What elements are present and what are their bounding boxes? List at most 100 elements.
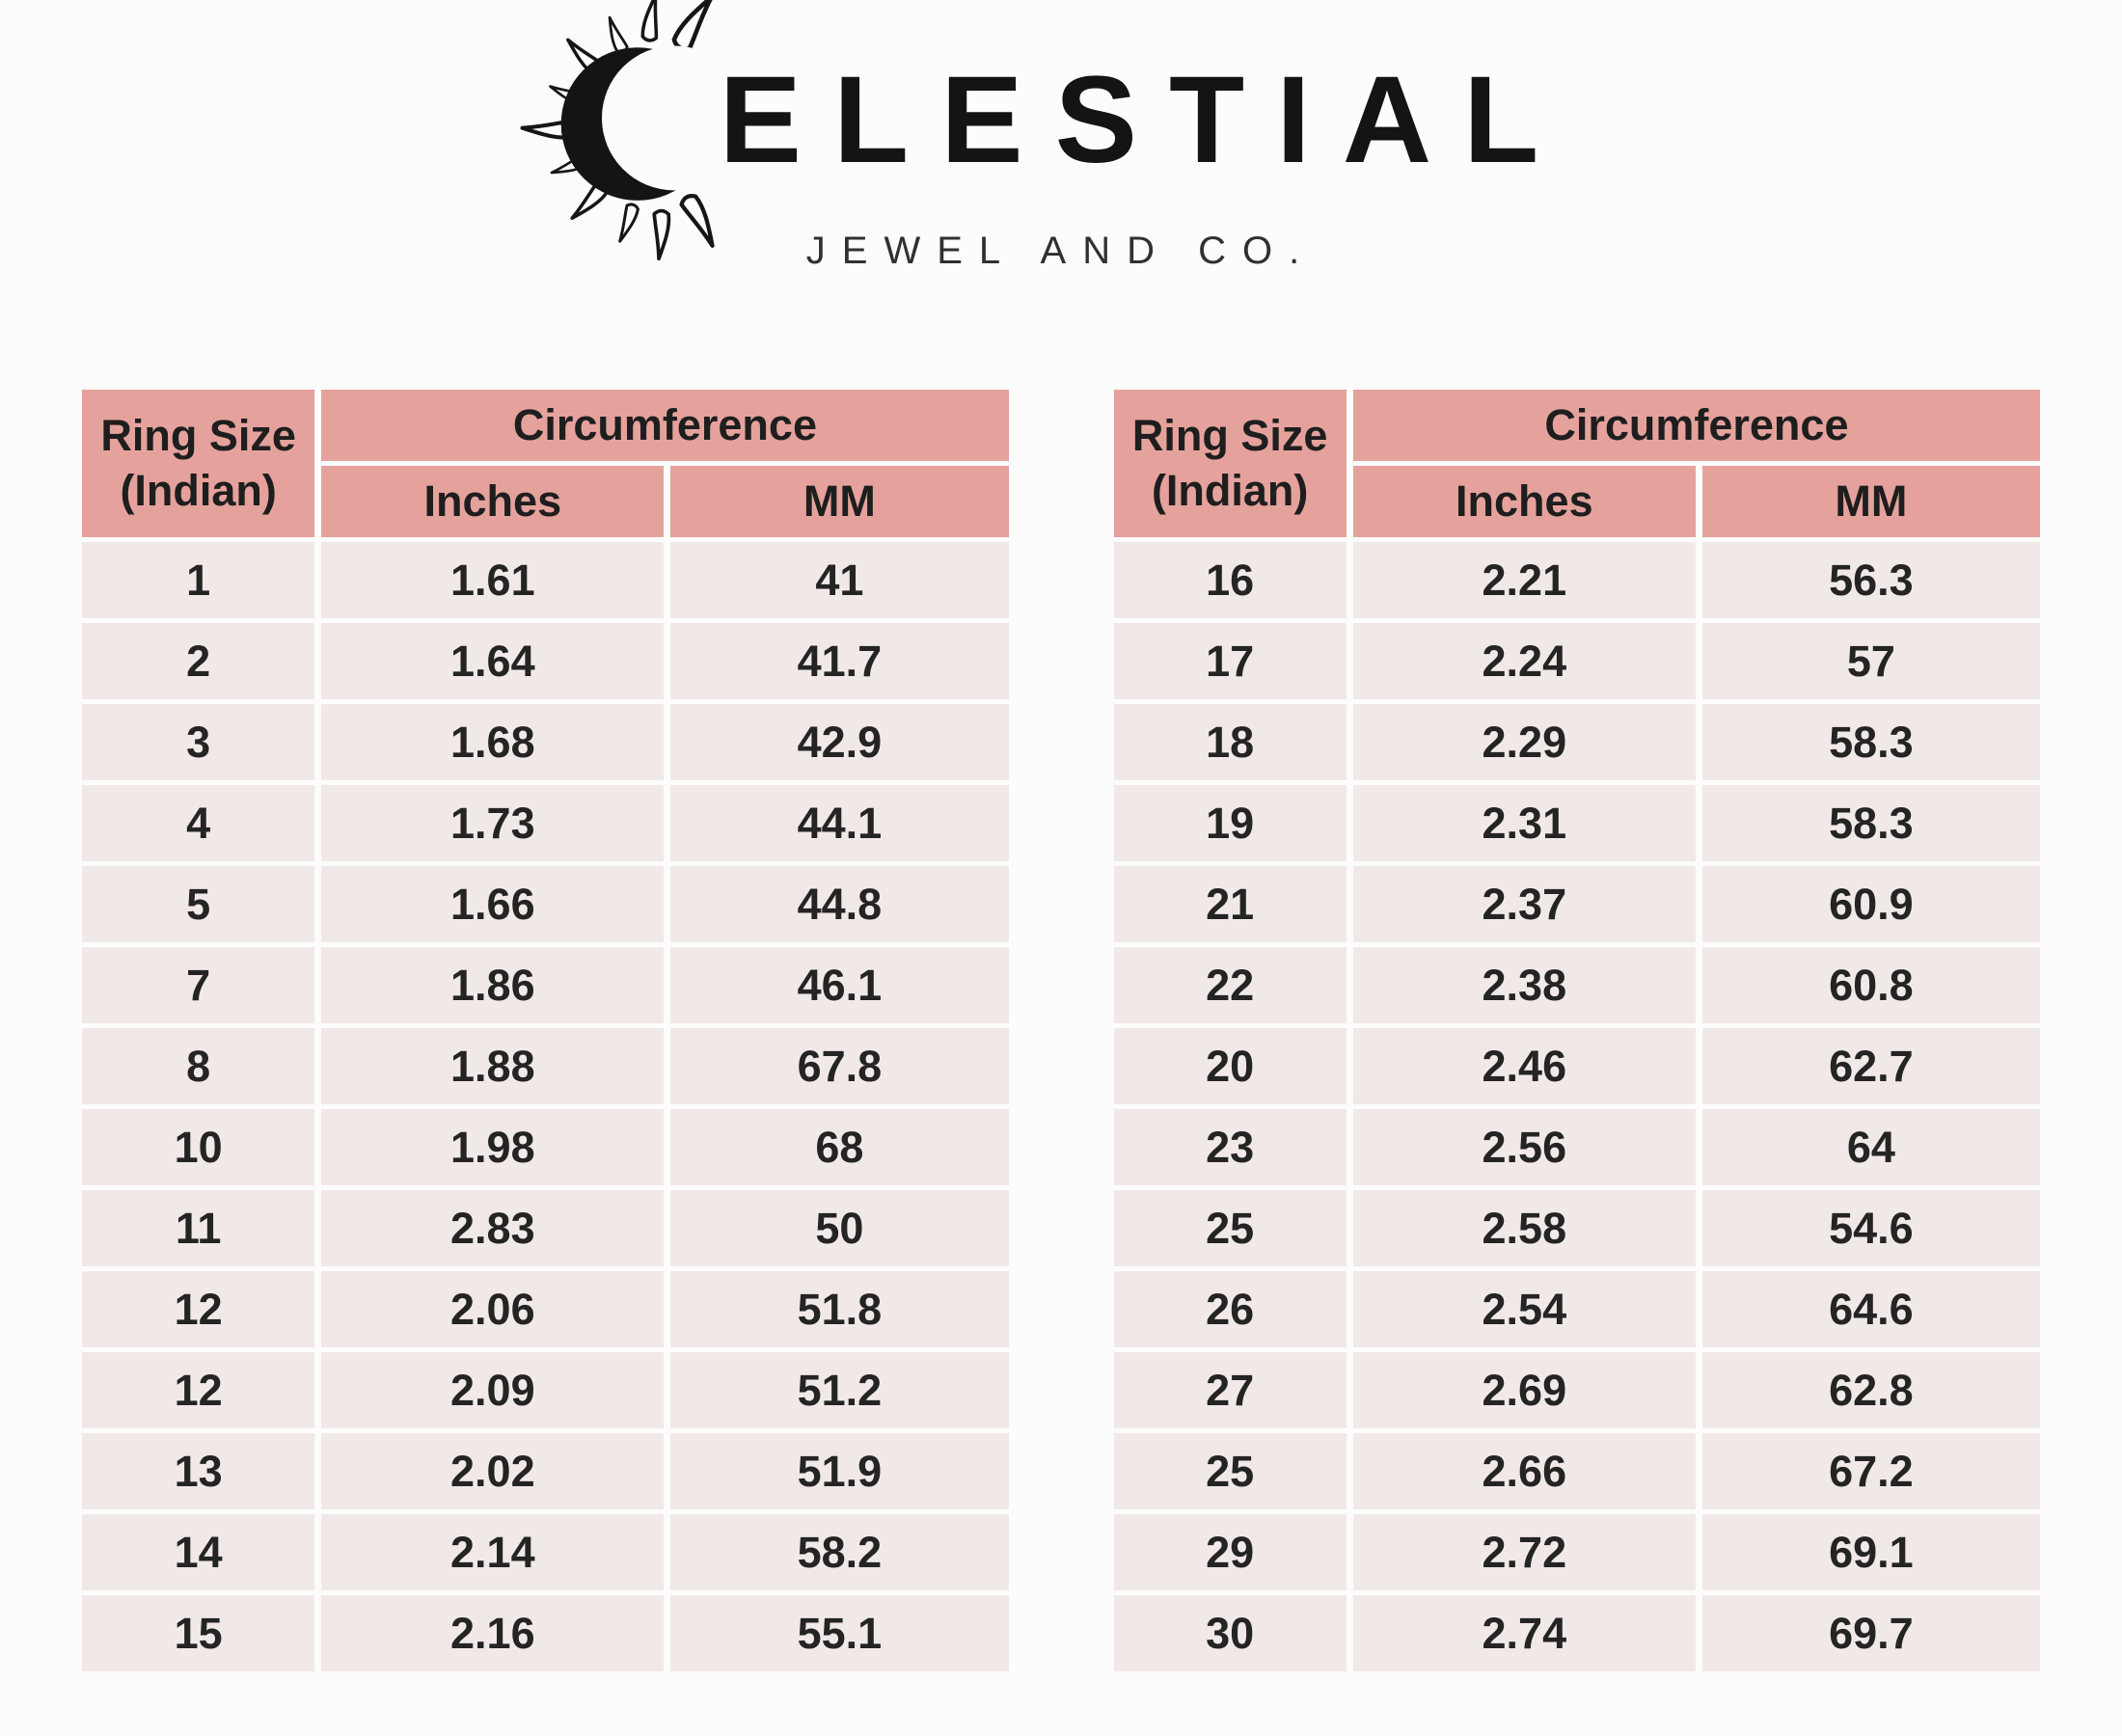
table-cell: 3 xyxy=(82,704,315,780)
column-header-mm: MM xyxy=(1701,466,2040,537)
table-cell: 2.69 xyxy=(1352,1352,1696,1428)
tables-container: Ring Size (Indian) Circumference Inches … xyxy=(0,385,2122,1676)
table-cell: 22 xyxy=(1113,947,1347,1023)
table-cell: 12 xyxy=(82,1271,315,1347)
table-cell: 8 xyxy=(82,1028,315,1104)
column-header-circumference: Circumference xyxy=(321,390,1009,461)
ring-size-table-left: Ring Size (Indian) Circumference Inches … xyxy=(75,385,1016,1676)
table-row: 4 1.73 44.1 xyxy=(82,785,1009,861)
table-cell: 57 xyxy=(1701,623,2040,699)
table-cell: 1.66 xyxy=(321,866,665,942)
table-body: 16 2.21 56.3 17 2.24 57 18 2.29 58.3 19 2.31 58.3 21… xyxy=(1113,542,2040,1671)
ring-size-label-line2: (Indian) xyxy=(120,465,277,515)
table-cell: 2.24 xyxy=(1352,623,1696,699)
table-cell: 21 xyxy=(1113,866,1347,942)
table-row: 14 2.14 58.2 xyxy=(82,1514,1009,1590)
table-cell: 2.31 xyxy=(1352,785,1696,861)
table-cell: 58.2 xyxy=(670,1514,1009,1590)
table-cell: 2.06 xyxy=(321,1271,665,1347)
table-cell: 51.2 xyxy=(670,1352,1009,1428)
column-header-circumference: Circumference xyxy=(1352,390,2040,461)
table-row: 29 2.72 69.1 xyxy=(1113,1514,2040,1590)
table-cell: 58.3 xyxy=(1701,704,2040,780)
table-cell: 14 xyxy=(82,1514,315,1590)
table-cell: 1.88 xyxy=(321,1028,665,1104)
table-cell: 2 xyxy=(82,623,315,699)
table-row: 16 2.21 56.3 xyxy=(1113,542,2040,618)
table-cell: 2.72 xyxy=(1352,1514,1696,1590)
table-cell: 30 xyxy=(1113,1595,1347,1671)
table-cell: 41.7 xyxy=(670,623,1009,699)
column-header-ring-size: Ring Size (Indian) xyxy=(82,390,315,537)
table-cell: 2.16 xyxy=(321,1595,665,1671)
table-cell: 2.56 xyxy=(1352,1109,1696,1185)
table-cell: 51.8 xyxy=(670,1271,1009,1347)
table-row: 26 2.54 64.6 xyxy=(1113,1271,2040,1347)
table-cell: 2.83 xyxy=(321,1190,665,1266)
column-header-inches: Inches xyxy=(1352,466,1696,537)
table-cell: 64 xyxy=(1701,1109,2040,1185)
table-header: Ring Size (Indian) Circumference Inches … xyxy=(1113,390,2040,537)
table-cell: 23 xyxy=(1113,1109,1347,1185)
column-header-mm: MM xyxy=(670,466,1009,537)
table-row: 13 2.02 51.9 xyxy=(82,1433,1009,1509)
table-cell: 1.73 xyxy=(321,785,665,861)
table-cell: 16 xyxy=(1113,542,1347,618)
table-cell: 62.8 xyxy=(1701,1352,2040,1428)
table-row: 30 2.74 69.7 xyxy=(1113,1595,2040,1671)
table-cell: 68 xyxy=(670,1109,1009,1185)
table-cell: 25 xyxy=(1113,1190,1347,1266)
table-cell: 67.2 xyxy=(1701,1433,2040,1509)
table-cell: 54.6 xyxy=(1701,1190,2040,1266)
table-row: 15 2.16 55.1 xyxy=(82,1595,1009,1671)
table-cell: 26 xyxy=(1113,1271,1347,1347)
table-row: 2 1.64 41.7 xyxy=(82,623,1009,699)
table-header: Ring Size (Indian) Circumference Inches … xyxy=(82,390,1009,537)
table-cell: 4 xyxy=(82,785,315,861)
table-cell: 51.9 xyxy=(670,1433,1009,1509)
table-cell: 62.7 xyxy=(1701,1028,2040,1104)
table-cell: 20 xyxy=(1113,1028,1347,1104)
table-cell: 17 xyxy=(1113,623,1347,699)
table-cell: 1.61 xyxy=(321,542,665,618)
column-header-ring-size: Ring Size (Indian) xyxy=(1113,390,1347,537)
table-cell: 2.58 xyxy=(1352,1190,1696,1266)
table-row: 1 1.61 41 xyxy=(82,542,1009,618)
table-cell: 5 xyxy=(82,866,315,942)
table-row: 11 2.83 50 xyxy=(82,1190,1009,1266)
table-cell: 11 xyxy=(82,1190,315,1266)
table-cell: 46.1 xyxy=(670,947,1009,1023)
table-cell: 15 xyxy=(82,1595,315,1671)
table-cell: 2.21 xyxy=(1352,542,1696,618)
table-cell: 50 xyxy=(670,1190,1009,1266)
table-cell: 27 xyxy=(1113,1352,1347,1428)
table-cell: 60.8 xyxy=(1701,947,2040,1023)
table-cell: 2.14 xyxy=(321,1514,665,1590)
column-header-inches: Inches xyxy=(321,466,665,537)
table-row: 21 2.37 60.9 xyxy=(1113,866,2040,942)
table-cell: 1.64 xyxy=(321,623,665,699)
table-cell: 41 xyxy=(670,542,1009,618)
table-cell: 1.98 xyxy=(321,1109,665,1185)
table-cell: 1.68 xyxy=(321,704,665,780)
table-cell: 55.1 xyxy=(670,1595,1009,1671)
table-cell: 10 xyxy=(82,1109,315,1185)
table-cell: 64.6 xyxy=(1701,1271,2040,1347)
table-cell: 19 xyxy=(1113,785,1347,861)
table-cell: 12 xyxy=(82,1352,315,1428)
table-cell: 2.09 xyxy=(321,1352,665,1428)
ring-size-label-line1: Ring Size xyxy=(100,411,296,461)
table-cell: 56.3 xyxy=(1701,542,2040,618)
table-cell: 2.37 xyxy=(1352,866,1696,942)
brand-logo: ELESTIAL xyxy=(0,0,2122,261)
table-row: 10 1.98 68 xyxy=(82,1109,1009,1185)
table-row: 27 2.69 62.8 xyxy=(1113,1352,2040,1428)
table-row: 12 2.06 51.8 xyxy=(82,1271,1009,1347)
table-cell: 44.1 xyxy=(670,785,1009,861)
table-cell: 44.8 xyxy=(670,866,1009,942)
table-row: 20 2.46 62.7 xyxy=(1113,1028,2040,1104)
table-row: 25 2.66 67.2 xyxy=(1113,1433,2040,1509)
table-cell: 1 xyxy=(82,542,315,618)
brand-tagline: JEWEL AND CO. xyxy=(805,230,1317,272)
